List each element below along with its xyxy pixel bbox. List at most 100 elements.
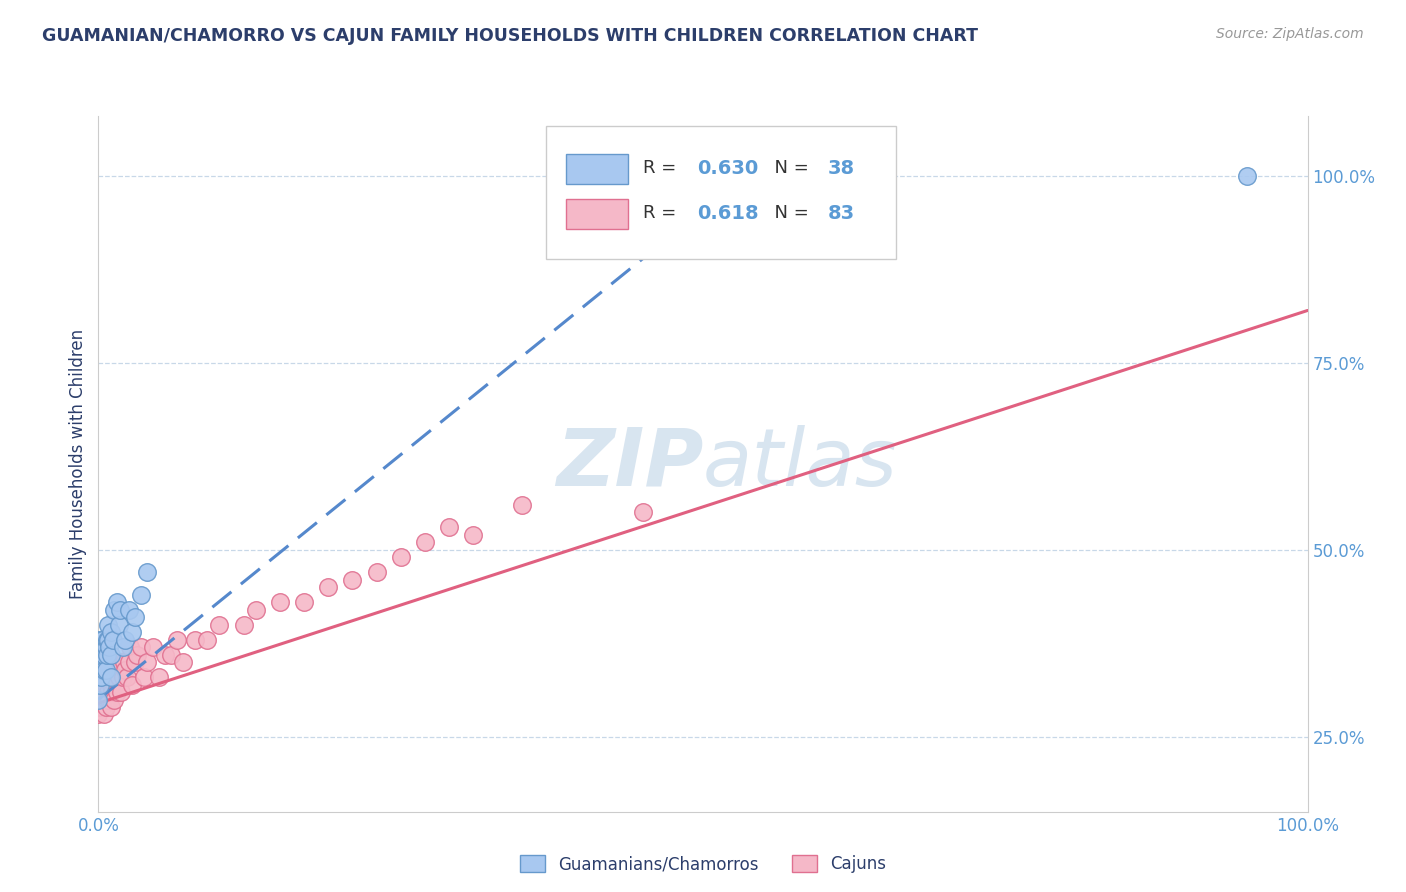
Point [87,692,110,706]
Point [118,655,141,669]
Point [1236,169,1258,183]
Point [160,648,183,662]
Point [366,566,388,580]
Point [108,617,131,632]
Point [184,632,207,647]
Point [87,648,110,662]
Text: R =: R = [643,204,688,222]
Point [87,632,110,647]
Point [87,648,110,662]
Point [342,573,364,587]
Point [87,655,110,669]
Y-axis label: Family Households with Children: Family Households with Children [69,329,87,599]
Point [91,648,114,662]
Point [114,632,136,647]
Point [121,677,143,691]
Point [91,670,114,684]
Point [121,625,143,640]
Point [98,692,121,706]
Point [245,603,267,617]
Point [389,550,412,565]
Point [97,663,120,677]
Point [94,700,117,714]
Point [91,640,114,654]
Point [118,603,141,617]
Point [91,648,114,662]
Point [87,655,110,669]
Point [93,685,115,699]
Point [166,632,188,647]
Point [134,670,156,684]
Point [108,670,131,684]
Point [96,648,118,662]
Point [510,498,533,512]
FancyBboxPatch shape [567,199,628,229]
Point [87,677,110,691]
Point [100,685,122,699]
Text: N =: N = [763,159,815,178]
Point [437,520,460,534]
Point [90,677,112,691]
Point [100,670,122,684]
Point [91,655,114,669]
Point [101,670,124,684]
Point [108,655,131,669]
Point [87,692,110,706]
Point [91,670,114,684]
Point [87,685,110,699]
Point [94,640,117,654]
Point [91,700,114,714]
Legend: Guamanians/Chamorros, Cajuns: Guamanians/Chamorros, Cajuns [513,848,893,880]
Point [89,670,111,684]
Point [111,640,134,654]
Point [87,640,110,654]
Point [93,663,115,677]
Point [87,663,110,677]
Point [89,648,111,662]
Point [90,640,112,654]
Point [89,663,111,677]
Point [195,632,218,647]
Point [89,677,111,691]
Point [90,670,112,684]
Point [90,692,112,706]
Point [101,632,124,647]
Point [269,595,291,609]
Point [124,655,146,669]
Point [148,670,170,684]
Text: R =: R = [643,159,682,178]
Point [100,625,122,640]
Point [91,632,114,647]
Point [105,595,128,609]
Point [104,677,127,691]
Point [413,535,436,549]
Point [100,700,122,714]
Point [135,566,157,580]
Point [103,603,125,617]
Point [91,685,114,699]
Point [89,677,111,691]
Point [97,617,120,632]
Point [631,506,654,520]
Point [127,648,149,662]
Point [135,655,157,669]
Point [316,580,339,594]
Point [142,640,165,654]
Point [87,670,110,684]
Point [91,655,114,669]
Point [89,685,111,699]
Point [105,685,128,699]
Point [93,707,115,722]
Point [232,617,254,632]
Point [87,707,110,722]
Point [89,663,111,677]
Text: 83: 83 [828,204,855,223]
Text: atlas: atlas [703,425,898,503]
Text: GUAMANIAN/CHAMORRO VS CAJUN FAMILY HOUSEHOLDS WITH CHILDREN CORRELATION CHART: GUAMANIAN/CHAMORRO VS CAJUN FAMILY HOUSE… [42,27,979,45]
FancyBboxPatch shape [546,127,897,259]
FancyBboxPatch shape [567,153,628,184]
Point [91,692,114,706]
Point [208,617,231,632]
Point [110,685,132,699]
Point [103,692,125,706]
